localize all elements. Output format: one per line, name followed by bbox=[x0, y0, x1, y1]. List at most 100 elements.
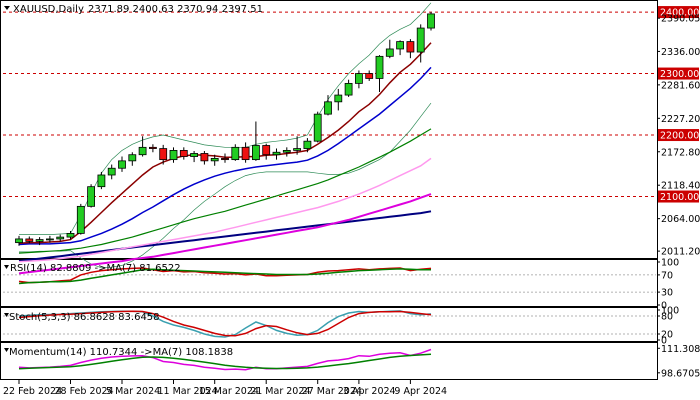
bearish-candle bbox=[221, 157, 229, 161]
bearish-candle bbox=[148, 146, 157, 149]
price-tick-label: 2227.20 bbox=[661, 114, 700, 125]
price-panel-header: XAUUSD,Daily 2371.89 2400.63 2370.94 239… bbox=[4, 4, 263, 15]
bearish-candle bbox=[406, 41, 415, 53]
indicator-tick-label: 0 bbox=[661, 301, 667, 312]
moving-average-line bbox=[18, 193, 432, 275]
rsi-header: RSI(14) 82.8809 ->MA(7) 81.6522 bbox=[4, 263, 181, 274]
momentum-header: Momentum(14) 110.7344 ->MA(7) 108.1838 bbox=[4, 347, 233, 358]
indicator-line bbox=[18, 348, 432, 371]
bearish-candle bbox=[262, 145, 271, 156]
bullish-candle bbox=[282, 150, 291, 153]
bearish-candle bbox=[25, 238, 34, 242]
price-tick-label: 2064.00 bbox=[661, 214, 700, 225]
bearish-candle bbox=[179, 150, 188, 157]
price-level-lines: 2400.00 2300.00 2200.00 2100.00 bbox=[3, 6, 699, 203]
time-tick-label: 5 Mar 2024 bbox=[106, 386, 160, 397]
indicator-line bbox=[18, 310, 432, 337]
bullish-candle bbox=[354, 73, 363, 84]
time-tick-label: 27 Mar 2024 bbox=[302, 386, 362, 397]
bullish-candle bbox=[76, 205, 85, 234]
collapse-triangle-icon[interactable] bbox=[4, 313, 9, 317]
momentum-title: Momentum(14) 110.7344 ->MA(7) 108.1838 bbox=[9, 347, 233, 358]
bullish-candle bbox=[272, 151, 281, 156]
price-tick-label: 2172.80 bbox=[661, 147, 700, 158]
time-tick-label: 22 Feb 2024 bbox=[3, 386, 62, 397]
level-label: 2300.00 bbox=[660, 69, 699, 80]
collapse-triangle-icon[interactable] bbox=[4, 6, 10, 10]
price-tick-label: 2390.05 bbox=[661, 14, 700, 25]
bullish-candle bbox=[97, 174, 106, 188]
bullish-candle bbox=[231, 146, 240, 161]
rsi-title: RSI(14) 82.8809 ->MA(7) 81.6522 bbox=[10, 263, 181, 274]
ohlc-readout: 2371.89 2400.63 2370.94 2397.51 bbox=[88, 4, 263, 15]
time-tick-label: 3 Apr 2024 bbox=[343, 386, 396, 397]
price-panel-frame bbox=[0, 0, 658, 259]
bullish-candle bbox=[210, 157, 219, 162]
indicator-line bbox=[18, 353, 432, 370]
time-tick-label: 15 Mar 2024 bbox=[199, 386, 259, 397]
price-tick-label: 2336.00 bbox=[661, 47, 700, 58]
time-tick-label: 21 Mar 2024 bbox=[250, 386, 310, 397]
indicator-tick-label: 111.3088 bbox=[661, 344, 700, 355]
stoch-title: Stoch(5,3,3) 86.8628 83.6458 bbox=[9, 312, 160, 323]
bearish-candle bbox=[200, 153, 209, 162]
time-tick-label: 28 Feb 2024 bbox=[55, 386, 114, 397]
bullish-candle bbox=[169, 150, 178, 161]
indicator-tick-label: 80 bbox=[661, 312, 673, 323]
moving-average-line bbox=[18, 210, 432, 263]
momentum-panel-frame bbox=[0, 342, 658, 380]
bullish-candle bbox=[66, 233, 75, 238]
bullish-candle bbox=[128, 154, 137, 162]
bullish-candle bbox=[313, 113, 322, 142]
time-tick-label: 9 Apr 2024 bbox=[394, 386, 447, 397]
moving-average-line bbox=[18, 66, 432, 246]
bearish-candle bbox=[159, 148, 168, 161]
symbol-title: XAUUSD,Daily bbox=[13, 4, 84, 15]
indicator-tick-label: 98.6705 bbox=[661, 368, 700, 379]
collapse-triangle-icon[interactable] bbox=[4, 265, 9, 269]
stoch-panel-frame bbox=[0, 307, 658, 342]
indicator-tick-label: 100 bbox=[661, 306, 679, 317]
price-tick-label: 2118.40 bbox=[661, 181, 700, 192]
bullish-candle bbox=[303, 140, 312, 149]
bullish-candle bbox=[293, 148, 302, 151]
bullish-candle bbox=[324, 101, 332, 115]
time-tick-label: 11 Mar 2024 bbox=[158, 386, 218, 397]
candlesticks bbox=[15, 12, 435, 246]
price-axis: 2390.05 2336.00 2281.60 2227.20 2172.80 2118.… bbox=[657, 14, 700, 258]
collapse-triangle-icon[interactable] bbox=[4, 348, 9, 352]
bullish-candle bbox=[375, 55, 384, 79]
level-label: 2100.00 bbox=[660, 192, 699, 203]
price-tick-label: 2281.60 bbox=[661, 80, 700, 91]
bullish-candle bbox=[251, 145, 260, 161]
indicator-tick-label: 0 bbox=[661, 336, 667, 347]
stoch-header: Stoch(5,3,3) 86.8628 83.6458 bbox=[4, 312, 160, 323]
bullish-candle bbox=[334, 94, 343, 103]
indicator-tick-label: 30 bbox=[661, 288, 673, 299]
bearish-candle bbox=[365, 73, 374, 79]
moving-average-line bbox=[18, 128, 432, 254]
bearish-candle bbox=[241, 146, 250, 161]
bullish-candle bbox=[87, 186, 95, 207]
level-tag bbox=[658, 6, 699, 19]
indicator-line bbox=[18, 268, 431, 285]
bullish-candle bbox=[344, 82, 353, 96]
bullish-candle bbox=[35, 239, 44, 242]
bullish-candle bbox=[190, 153, 199, 157]
level-label: 2200.00 bbox=[660, 131, 699, 142]
indicator-tick-label: 100 bbox=[661, 258, 679, 269]
moving-average-line bbox=[18, 157, 432, 263]
rsi-panel-frame bbox=[0, 259, 658, 307]
momentum-panel: 111.3088 98.6705 bbox=[18, 344, 700, 379]
level-tag bbox=[658, 129, 699, 142]
level-label: 2400.00 bbox=[660, 8, 699, 19]
bullish-candle bbox=[416, 27, 425, 53]
level-tag bbox=[658, 190, 699, 203]
bullish-candle bbox=[56, 236, 65, 240]
bullish-candle bbox=[396, 41, 405, 50]
